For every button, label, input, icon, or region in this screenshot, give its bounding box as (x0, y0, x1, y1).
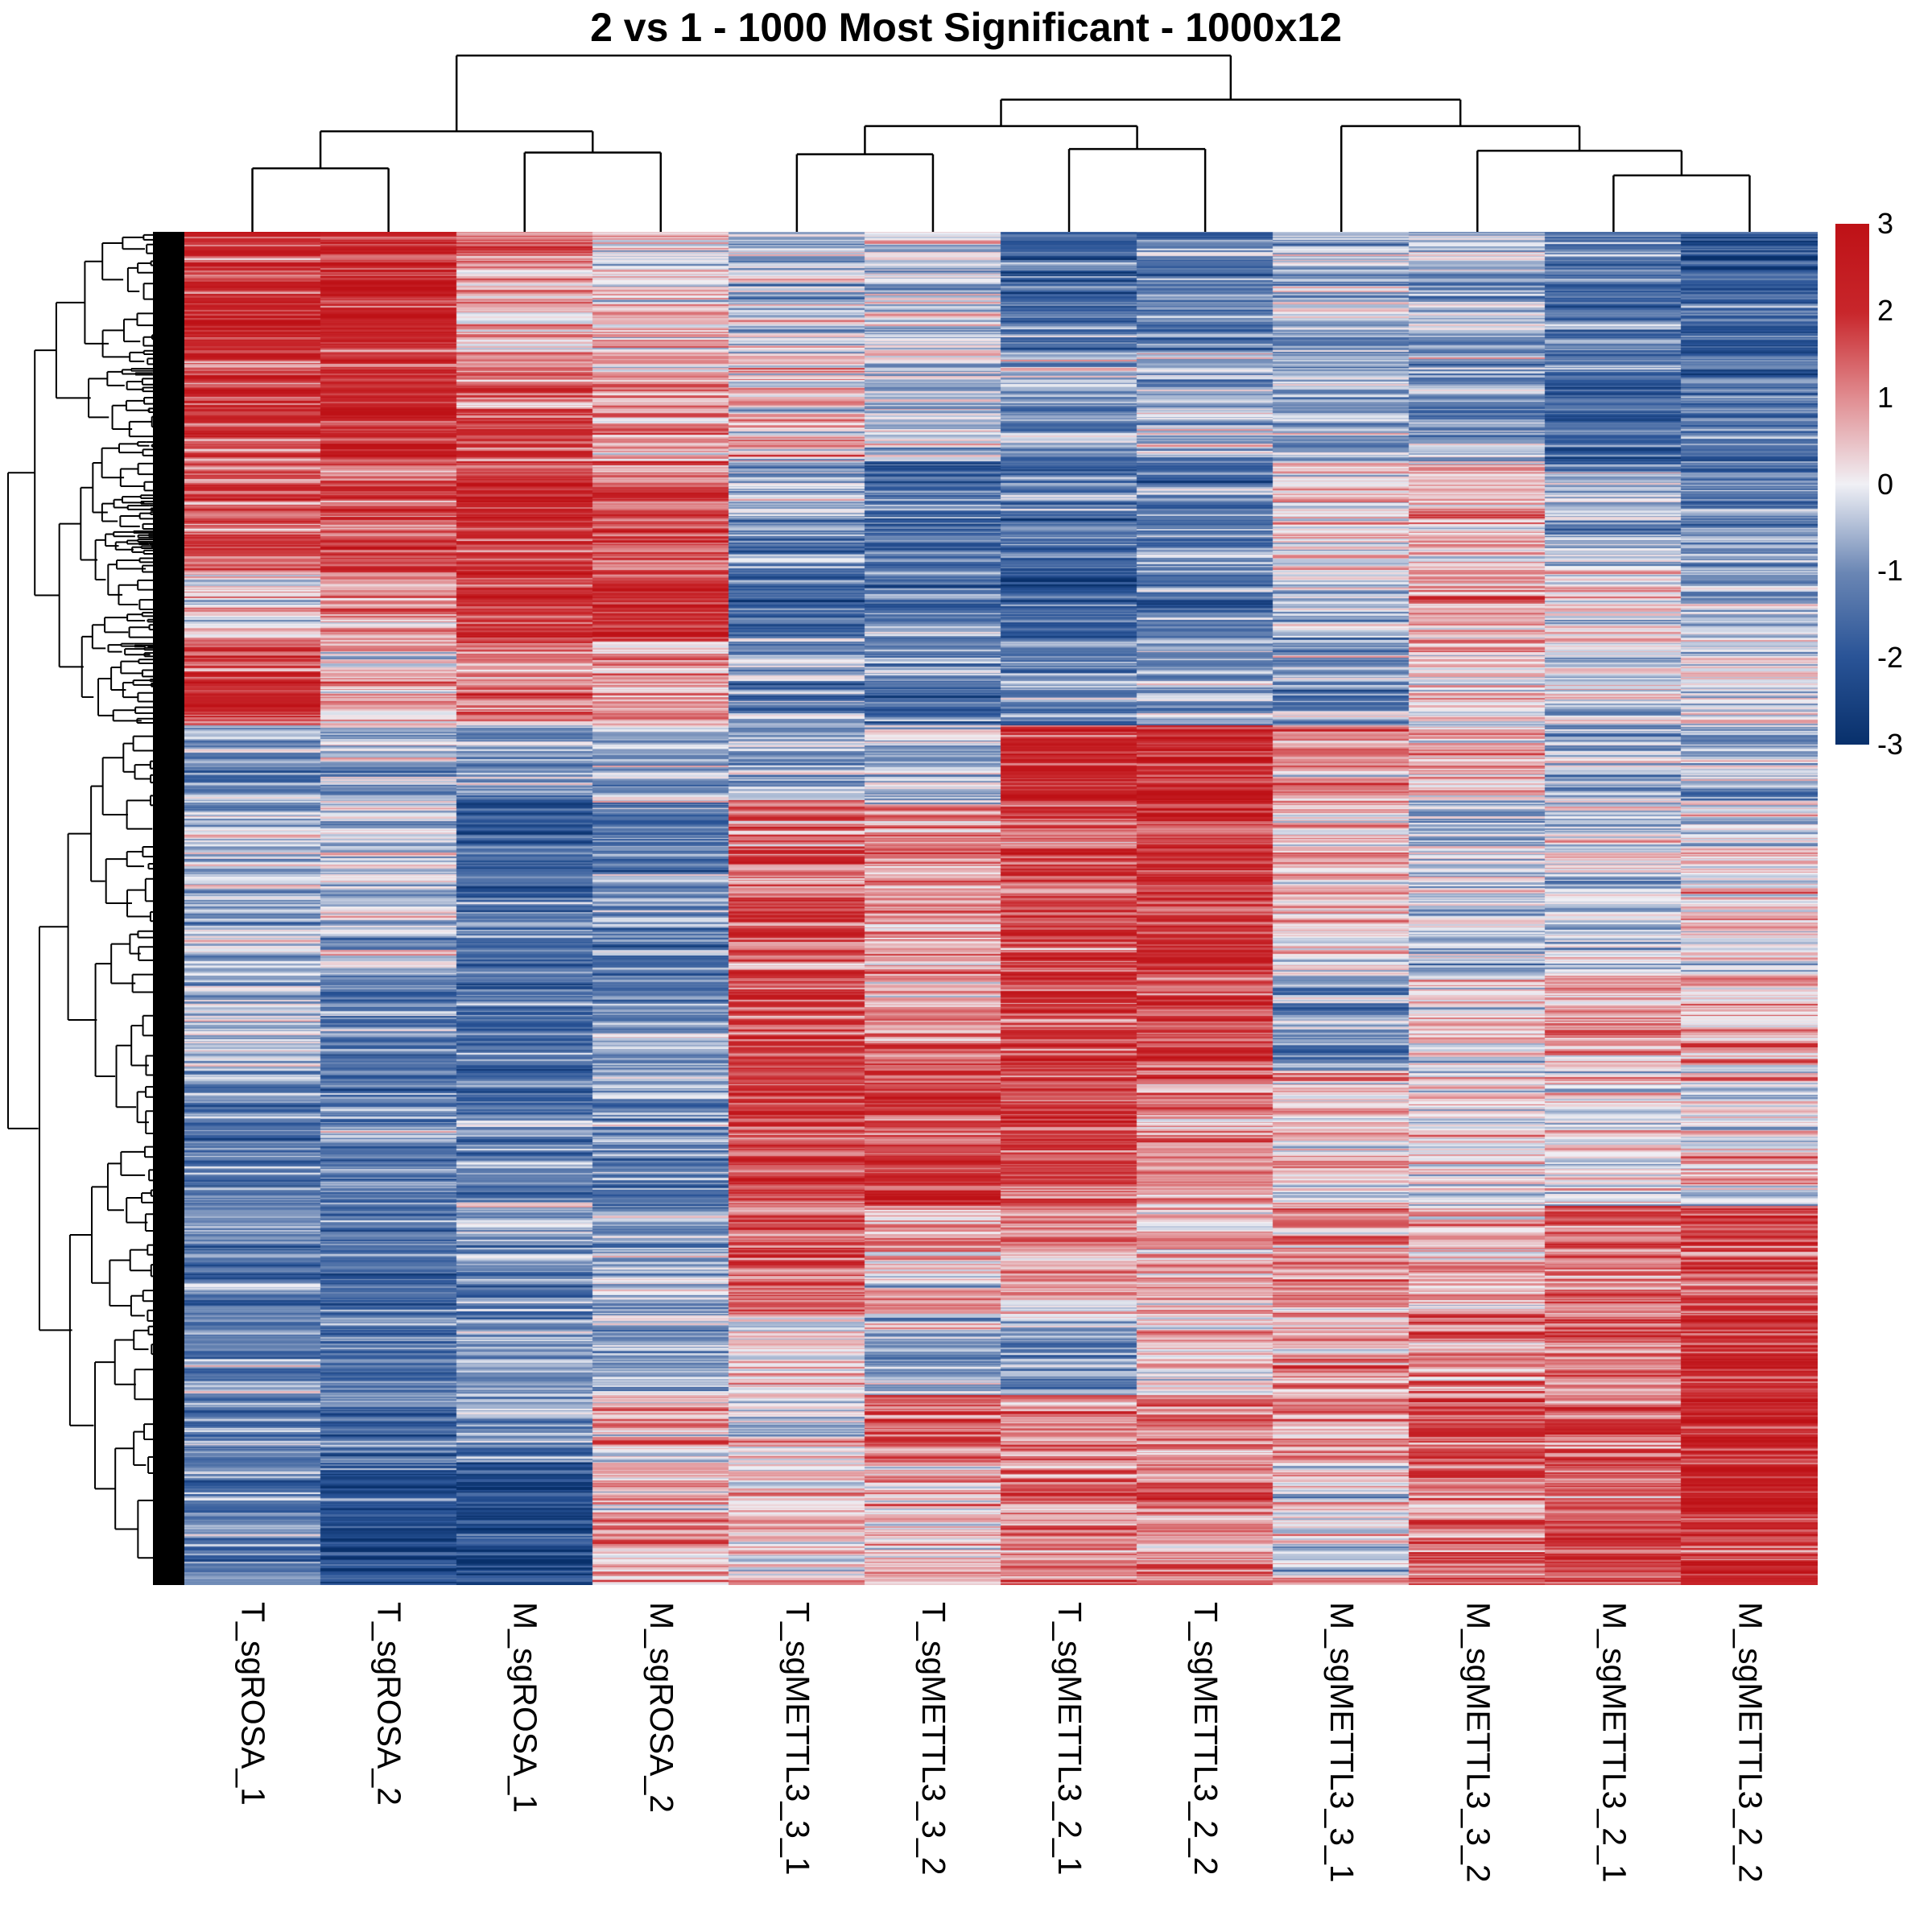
colorbar-tick-label: -1 (1877, 554, 1904, 588)
colorbar (1835, 224, 1869, 745)
column-label: M_sgROSA_1 (506, 1602, 544, 1814)
colorbar-tick-label: 0 (1877, 467, 1894, 501)
column-dendrogram (251, 54, 1751, 232)
chart-title: 2 vs 1 - 1000 Most Significant - 1000x12 (590, 5, 1342, 50)
colorbar-tick-label: -2 (1877, 641, 1904, 675)
column-label: M_sgMETTL3_3_2 (1459, 1602, 1497, 1883)
row-dendrogram (7, 232, 184, 1585)
column-label: T_sgROSA_1 (234, 1602, 272, 1806)
column-label: M_sgMETTL3_2_1 (1596, 1602, 1633, 1883)
column-label: T_sgMETTL3_2_1 (1051, 1602, 1089, 1876)
column-label: T_sgMETTL3_3_2 (914, 1602, 952, 1876)
column-label: M_sgMETTL3_3_1 (1323, 1602, 1361, 1883)
column-label: T_sgMETTL3_2_2 (1187, 1602, 1225, 1876)
colorbar-tick-label: 3 (1877, 207, 1894, 240)
colorbar-tick-label: -3 (1877, 728, 1904, 761)
column-label: T_sgMETTL3_3_1 (778, 1602, 816, 1876)
colorbar-tick-label: 2 (1877, 293, 1894, 327)
colorbar-tick-label: 1 (1877, 380, 1894, 414)
heatmap-cells (184, 232, 1818, 1585)
column-label: T_sgROSA_2 (370, 1602, 408, 1806)
row-dendrogram-leaves (153, 232, 184, 1585)
column-label: M_sgMETTL3_2_2 (1732, 1602, 1769, 1883)
column-label: M_sgROSA_2 (642, 1602, 680, 1814)
